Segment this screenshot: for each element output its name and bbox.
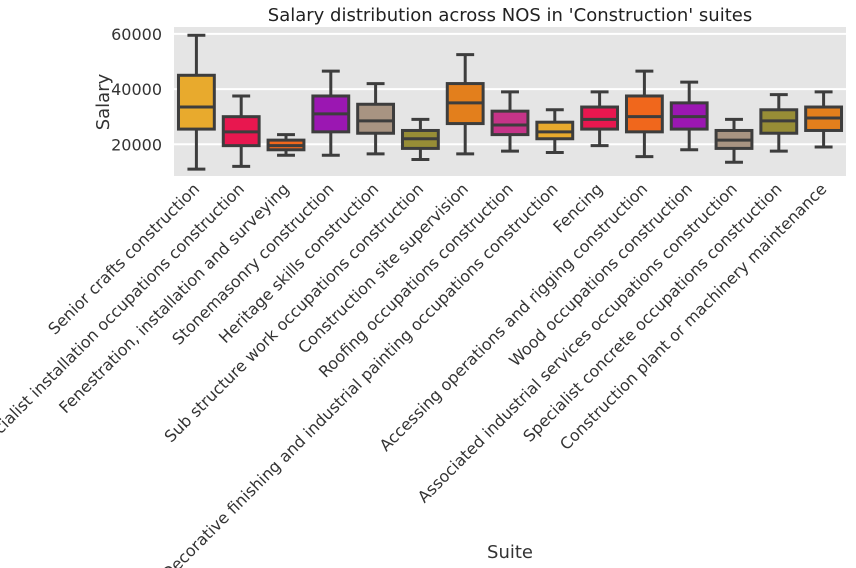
chart-title: Salary distribution across NOS in 'Const… — [268, 5, 752, 26]
box — [445, 53, 485, 156]
box — [624, 69, 664, 159]
box — [535, 108, 575, 155]
box — [714, 117, 754, 164]
y-axis-ticks: 20000 40000 60000 — [111, 25, 162, 154]
box — [804, 90, 844, 149]
box — [580, 90, 620, 148]
y-tick-label: 60000 — [111, 25, 162, 44]
box — [311, 69, 351, 157]
y-tick-label: 40000 — [111, 80, 162, 99]
box-body — [176, 73, 216, 131]
box — [400, 117, 440, 161]
box — [490, 90, 530, 153]
box — [356, 82, 396, 156]
y-tick-label: 20000 — [111, 135, 162, 154]
y-axis-label: Salary — [93, 73, 114, 130]
box-body — [624, 94, 664, 134]
box-series — [176, 33, 844, 171]
box — [221, 94, 261, 168]
x-axis-label: Suite — [487, 542, 533, 563]
box — [266, 133, 306, 157]
box — [176, 33, 216, 171]
box — [759, 93, 799, 153]
box — [669, 80, 709, 152]
box-body — [356, 102, 396, 135]
box-body — [490, 109, 530, 137]
